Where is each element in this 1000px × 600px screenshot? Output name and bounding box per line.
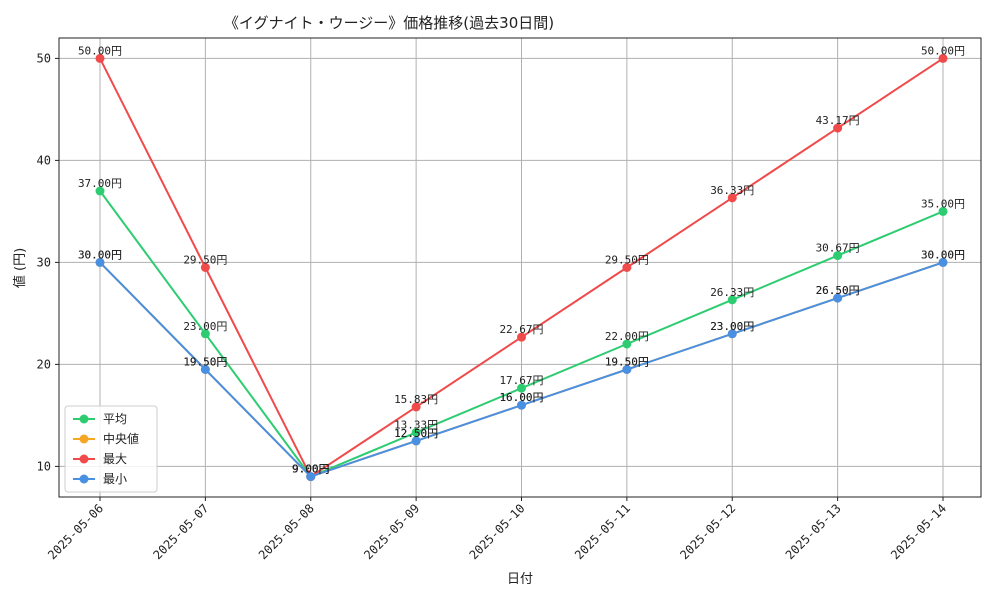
legend-swatch-marker — [79, 454, 89, 464]
data-point — [517, 332, 526, 342]
data-point — [622, 263, 632, 272]
data-point — [200, 263, 210, 272]
data-label: 30.00円 — [78, 248, 122, 261]
data-label: 23.00円 — [183, 320, 227, 333]
data-point — [306, 472, 316, 482]
data-label: 15.83円 — [394, 393, 438, 406]
data-point — [938, 206, 948, 216]
legend-label: 最小 — [103, 472, 127, 486]
data-label: 16.00円 — [499, 391, 543, 404]
data-point — [200, 365, 210, 374]
y-tick-label: 50 — [37, 51, 51, 65]
legend-label: 中央値 — [103, 431, 139, 446]
data-point — [938, 53, 948, 63]
data-point — [727, 193, 737, 203]
plot-frame — [58, 37, 982, 498]
data-point — [517, 400, 526, 410]
data-label: 29.50円 — [605, 254, 649, 267]
legend-swatch-marker — [79, 434, 89, 444]
legend-swatch-marker — [79, 414, 89, 424]
y-axis-title: 値 (円) — [12, 248, 28, 288]
data-point — [95, 53, 105, 63]
legend-label: 最大 — [103, 452, 127, 466]
data-label: 30.67円 — [816, 242, 860, 255]
y-tick-label: 10 — [37, 459, 51, 473]
data-label: 30.00円 — [78, 248, 122, 261]
data-label: 19.50円 — [183, 356, 227, 369]
data-label: 9.00円 — [292, 463, 330, 476]
data-point — [833, 251, 843, 261]
data-label: 23.00円 — [710, 320, 754, 333]
data-label: 50.00円 — [921, 44, 965, 57]
data-point — [200, 329, 210, 339]
data-label: 23.00円 — [710, 320, 754, 333]
x-tick-label: 2025-05-13 — [783, 501, 844, 562]
data-labels: 37.00円 23.00円 9.00円 13.33円 17.67円 22.00円 26.33… — [78, 44, 965, 475]
x-tick-label: 2025-05-11 — [572, 501, 633, 562]
data-point — [938, 257, 948, 267]
chart-title: 《イグナイト・ウージー》価格推移(過去30日間) — [224, 14, 554, 32]
data-label: 9.00円 — [292, 463, 330, 476]
data-label: 35.00円 — [921, 197, 965, 210]
x-tick-label: 2025-05-06 — [45, 501, 106, 562]
data-point — [727, 329, 737, 339]
data-label: 13.33円 — [394, 418, 438, 431]
data-point — [517, 383, 526, 393]
data-label: 19.50円 — [605, 356, 649, 369]
data-label: 26.33円 — [710, 286, 754, 299]
data-point — [622, 339, 632, 349]
data-point — [95, 186, 105, 196]
grid-lines — [59, 38, 981, 497]
data-label: 19.50円 — [183, 356, 227, 369]
data-label: 22.00円 — [605, 330, 649, 343]
y-tick-label: 20 — [37, 357, 51, 371]
data-label: 9.00円 — [292, 463, 330, 476]
legend-swatch-marker — [79, 474, 89, 484]
data-label: 16.00円 — [499, 391, 543, 404]
data-label: 12.50円 — [394, 427, 438, 440]
x-tick-label: 2025-05-10 — [467, 501, 528, 562]
data-label: 12.50円 — [394, 427, 438, 440]
x-tick-label: 2025-05-07 — [151, 501, 212, 562]
data-point — [833, 123, 843, 133]
series-lines — [95, 53, 948, 482]
data-point — [411, 402, 421, 412]
x-tick-label: 2025-05-09 — [361, 501, 422, 562]
x-tick-label: 2025-05-08 — [256, 501, 317, 562]
data-point — [411, 427, 421, 437]
y-tick-label: 30 — [37, 255, 51, 269]
data-point — [95, 257, 105, 267]
data-label: 22.67円 — [499, 323, 543, 336]
data-label: 26.50円 — [816, 284, 860, 297]
data-label: 50.00円 — [78, 44, 122, 57]
y-tick-label: 40 — [37, 153, 51, 167]
data-label: 30.00円 — [921, 248, 965, 261]
legend-box — [64, 405, 158, 493]
data-label: 9.00円 — [292, 463, 330, 476]
legend-label: 平均 — [103, 412, 127, 426]
x-axis-title: 日付 — [507, 572, 533, 587]
data-label: 29.50円 — [183, 254, 227, 267]
data-label: 17.67円 — [499, 374, 543, 387]
data-label: 37.00円 — [78, 177, 122, 190]
data-point — [411, 436, 421, 446]
x-tick-label: 2025-05-14 — [888, 501, 949, 562]
data-label: 26.50円 — [816, 284, 860, 297]
data-point — [727, 295, 737, 305]
data-label: 43.17円 — [816, 114, 860, 127]
x-tick-label: 2025-05-12 — [677, 501, 738, 562]
data-point — [833, 293, 843, 303]
data-label: 36.33円 — [710, 184, 754, 197]
data-label: 30.00円 — [921, 248, 965, 261]
data-point — [622, 365, 632, 374]
data-label: 19.50円 — [605, 356, 649, 369]
